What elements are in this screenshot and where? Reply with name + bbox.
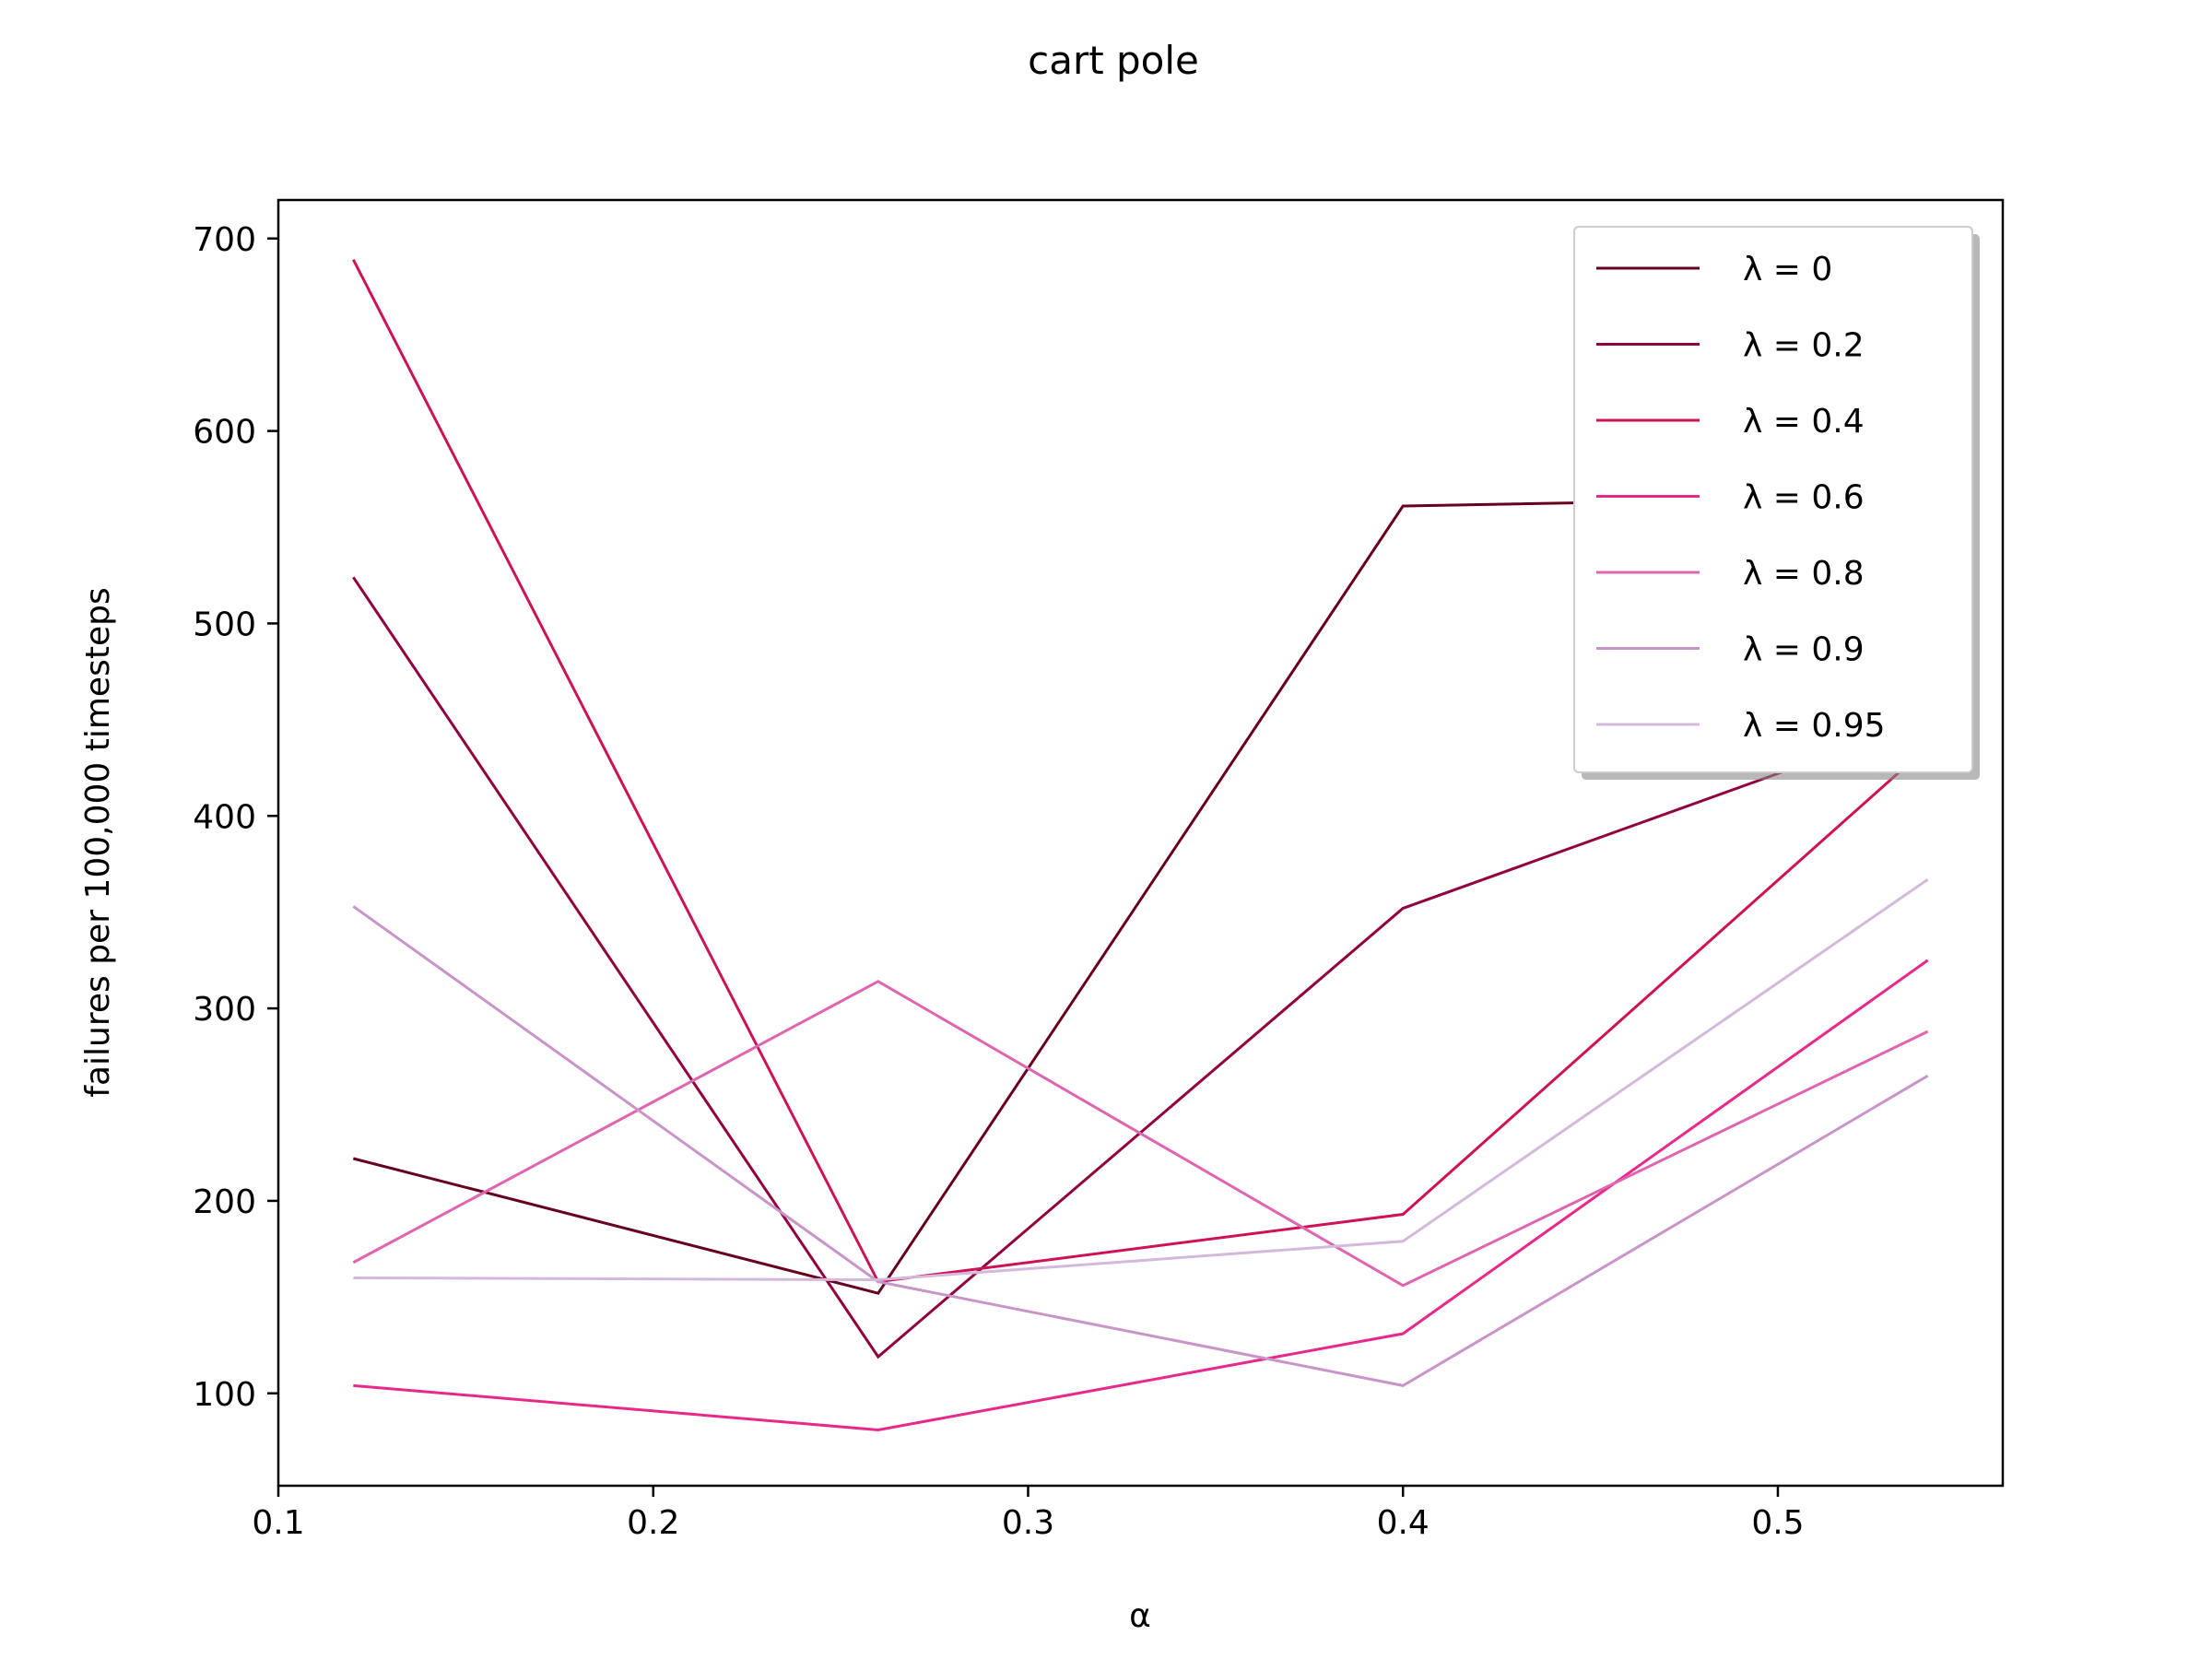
legend-label: λ = 0.95 bbox=[1743, 707, 1886, 745]
y-tick-label: 600 bbox=[193, 414, 256, 452]
x-tick-label: 0.4 bbox=[1377, 1504, 1430, 1542]
legend-label: λ = 0 bbox=[1743, 251, 1832, 288]
y-tick-label: 200 bbox=[193, 1183, 256, 1221]
x-axis-ticks: 0.1 0.2 0.3 0.4 0.5 bbox=[252, 1486, 1805, 1542]
chart-title: cart pole bbox=[1028, 38, 1199, 83]
x-tick-label: 0.3 bbox=[1002, 1504, 1054, 1542]
y-tick-label: 700 bbox=[193, 221, 256, 259]
legend-label: λ = 0.4 bbox=[1743, 403, 1865, 441]
x-tick-label: 0.1 bbox=[252, 1504, 304, 1542]
legend: λ = 0 λ = 0.2 λ = 0.4 λ = 0.6 λ = 0.8 λ = 0.9… bbox=[1573, 226, 1980, 780]
y-axis-label: failures per 100,000 timesteps bbox=[79, 587, 117, 1097]
y-axis-ticks: 100 200 300 400 500 600 700 bbox=[193, 221, 278, 1414]
y-tick-label: 300 bbox=[193, 991, 256, 1029]
series-lines bbox=[352, 259, 1929, 1431]
plot-area: 0.1 0.2 0.3 0.4 0.5 100 200 300 400 500 600 700 bbox=[193, 198, 2005, 1542]
series-line-3 bbox=[353, 959, 1929, 1431]
series-line-2 bbox=[352, 259, 1929, 1284]
series-line-4 bbox=[352, 980, 1929, 1288]
y-tick-label: 500 bbox=[193, 606, 256, 643]
plot-frame bbox=[276, 198, 2005, 1488]
x-tick-label: 0.5 bbox=[1751, 1504, 1804, 1542]
y-tick-label: 400 bbox=[193, 798, 256, 836]
legend-box bbox=[1573, 226, 1973, 773]
legend-label: λ = 0.6 bbox=[1743, 479, 1865, 517]
series-line-5 bbox=[352, 905, 1929, 1387]
legend-label: λ = 0.8 bbox=[1743, 555, 1865, 593]
legend-label: λ = 0.9 bbox=[1743, 631, 1865, 669]
x-tick-label: 0.2 bbox=[627, 1504, 679, 1542]
legend-label: λ = 0.2 bbox=[1743, 327, 1865, 365]
x-axis-label: α bbox=[1129, 1597, 1151, 1635]
series-line-6 bbox=[353, 877, 1929, 1282]
y-tick-label: 100 bbox=[193, 1376, 256, 1414]
